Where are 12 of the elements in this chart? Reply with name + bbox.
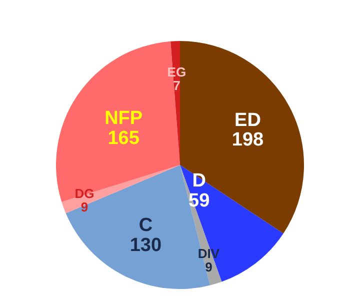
pie-slice [180, 165, 284, 282]
slice-label: D [192, 170, 206, 192]
pie-slice [62, 165, 180, 214]
data-label: 9 [205, 260, 212, 275]
data-label: 7 [173, 78, 180, 93]
slice-label: NFP [104, 108, 143, 129]
slice-label: C [138, 214, 153, 236]
data-label: 130 [130, 234, 162, 256]
slice-label: DG [74, 186, 94, 202]
data-label: 165 [108, 128, 140, 149]
data-label: 198 [232, 130, 264, 151]
slice-label: ED [234, 110, 261, 131]
